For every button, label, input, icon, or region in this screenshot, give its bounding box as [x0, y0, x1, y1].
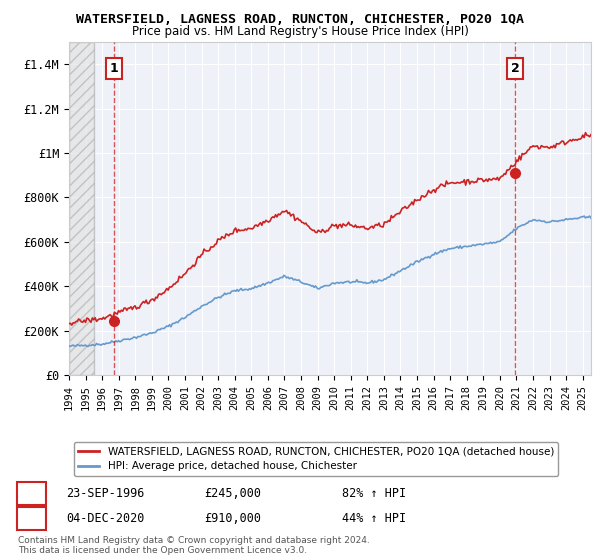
Text: 82% ↑ HPI: 82% ↑ HPI [342, 487, 406, 500]
Text: 04-DEC-2020: 04-DEC-2020 [66, 512, 145, 525]
Text: 1: 1 [110, 62, 119, 75]
Text: 1: 1 [28, 487, 35, 500]
Text: WATERSFIELD, LAGNESS ROAD, RUNCTON, CHICHESTER, PO20 1QA: WATERSFIELD, LAGNESS ROAD, RUNCTON, CHIC… [76, 13, 524, 26]
Text: £910,000: £910,000 [204, 512, 261, 525]
Text: £245,000: £245,000 [204, 487, 261, 500]
Text: Price paid vs. HM Land Registry's House Price Index (HPI): Price paid vs. HM Land Registry's House … [131, 25, 469, 38]
Text: 23-SEP-1996: 23-SEP-1996 [66, 487, 145, 500]
Text: 2: 2 [28, 512, 35, 525]
Text: 44% ↑ HPI: 44% ↑ HPI [342, 512, 406, 525]
Legend: WATERSFIELD, LAGNESS ROAD, RUNCTON, CHICHESTER, PO20 1QA (detached house), HPI: : WATERSFIELD, LAGNESS ROAD, RUNCTON, CHIC… [74, 442, 558, 475]
Text: 2: 2 [511, 62, 520, 75]
FancyBboxPatch shape [17, 482, 46, 505]
FancyBboxPatch shape [17, 507, 46, 530]
Bar [69, 42, 94, 375]
Text: Contains HM Land Registry data © Crown copyright and database right 2024.
This d: Contains HM Land Registry data © Crown c… [18, 536, 370, 555]
